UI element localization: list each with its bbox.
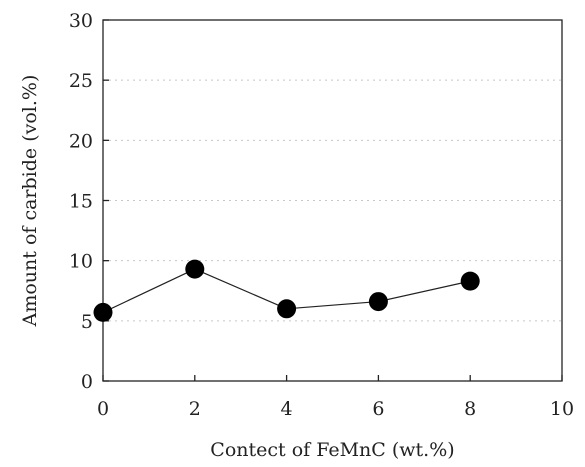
x-tick-label-2: 4 (281, 398, 293, 420)
x-tick-label-1: 2 (189, 398, 201, 420)
data-point-0-0 (93, 302, 113, 322)
y-tick-label-2: 10 (69, 251, 93, 273)
y-tick-label-1: 5 (81, 311, 93, 333)
data-point-0-2 (277, 299, 297, 319)
series-layer (93, 259, 480, 322)
x-tick-label-0: 0 (97, 398, 109, 420)
data-point-0-1 (185, 259, 205, 279)
y-tick-label-3: 15 (69, 191, 93, 213)
x-axis-title: Contect of FeMnC (wt.%) (210, 439, 454, 461)
grid-layer (103, 79, 562, 322)
y-tick-label-0: 0 (81, 371, 93, 393)
ticks-layer: 0 5 10 15 20 25 30 0 2 4 6 8 10 (69, 10, 574, 420)
x-tick-label-5: 10 (550, 398, 574, 420)
data-point-0-3 (368, 292, 388, 312)
y-tick-label-5: 25 (69, 70, 93, 92)
x-tick-label-4: 8 (464, 398, 476, 420)
data-point-0-4 (460, 271, 480, 291)
x-tick-label-3: 6 (372, 398, 384, 420)
y-tick-label-4: 20 (69, 130, 93, 152)
y-axis-title: Amount of carbide (vol.%) (19, 75, 41, 328)
y-tick-label-6: 30 (69, 10, 93, 32)
